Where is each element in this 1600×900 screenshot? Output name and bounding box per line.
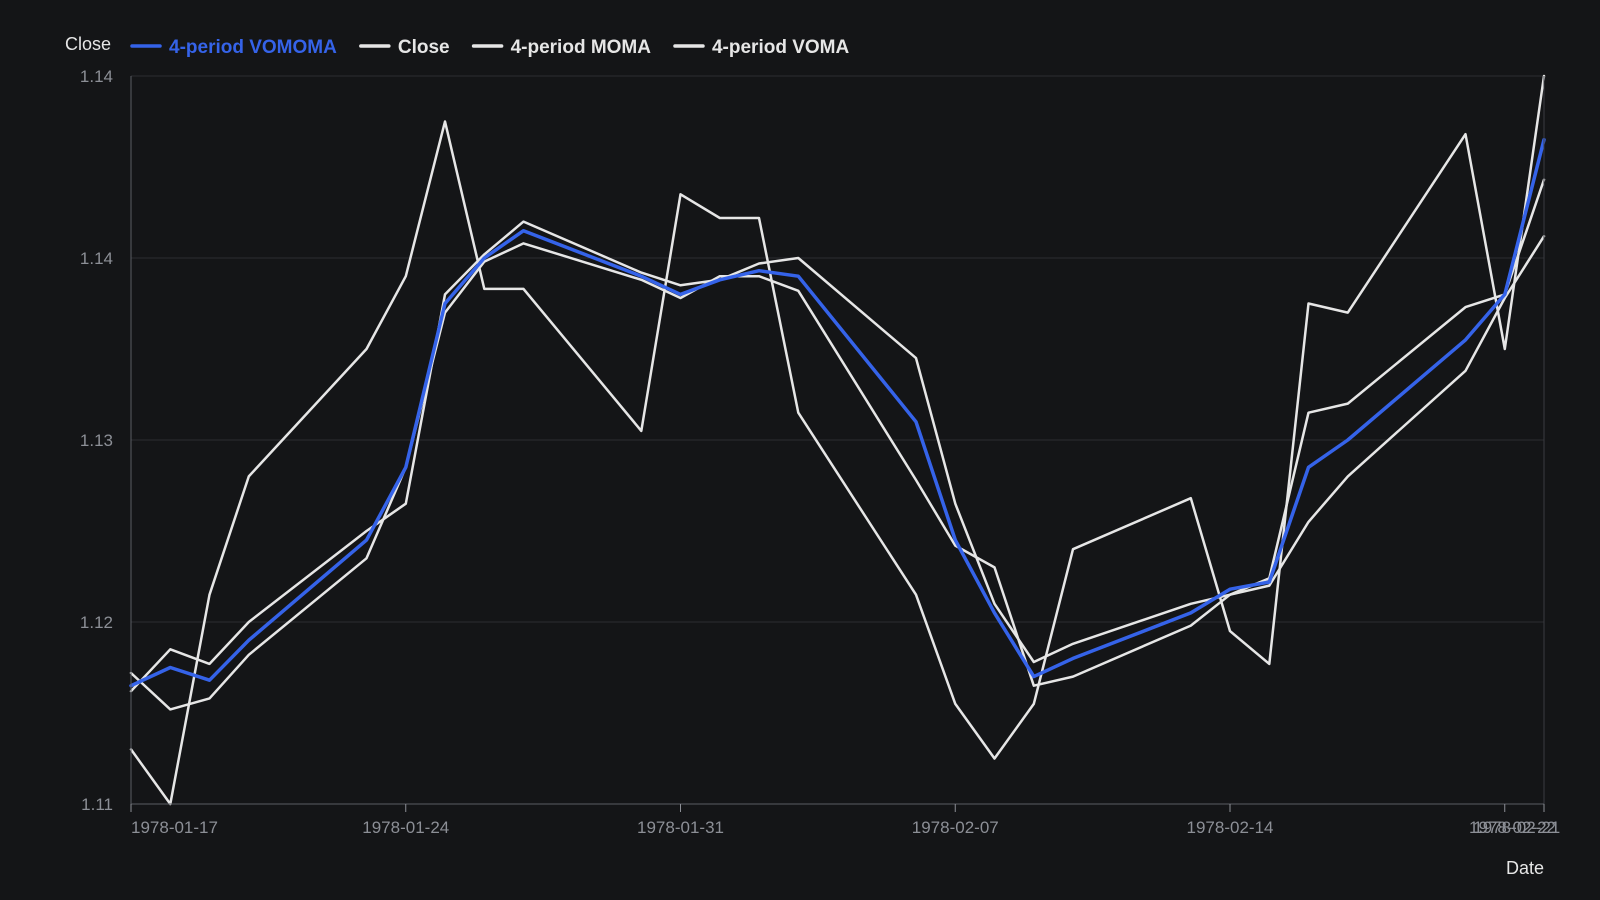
x-tick-label: 1978-01-31 — [637, 818, 724, 837]
series-line-4-period-vomoma — [129, 137, 1546, 688]
grid-lines — [131, 75, 1544, 805]
series-line-close — [129, 74, 1546, 806]
series-line-4-period-moma — [129, 234, 1546, 711]
y-tick-label: 1.14 — [80, 67, 113, 86]
x-tick-label: 1978-02-21 — [1473, 818, 1560, 837]
axes: 1.11 1.12 1.13 1.14 1.14 1978-01-17 1978-01-24… — [80, 67, 1560, 837]
legend-label: 4-period VOMOMA — [169, 37, 337, 58]
y-tick-label: 1.11 — [81, 795, 113, 814]
legend-label: Close — [398, 37, 450, 58]
x-tick-label: 1978-01-24 — [362, 818, 449, 837]
legend-label: 4-period MOMA — [511, 37, 652, 58]
series-lines — [129, 74, 1546, 806]
x-tick-label: 1978-02-07 — [912, 818, 999, 837]
x-axis-title: Date — [1506, 858, 1544, 878]
y-tick-label: 1.13 — [80, 431, 113, 450]
legend-label: 4-period VOMA — [712, 37, 850, 58]
legend[interactable]: 4-period VOMOMA Close 4-period MOMA 4-perio… — [130, 37, 850, 58]
y-tick-label: 1.14 — [80, 249, 113, 268]
x-tick-label: 1978-02-14 — [1187, 818, 1274, 837]
x-tick-label: 1978-02-22 — [1469, 818, 1556, 837]
y-tick-label: 1.12 — [80, 613, 113, 632]
series-line-4-period-voma — [129, 178, 1546, 693]
y-axis-title: Close — [65, 34, 111, 54]
x-tick-label: 1978-01-17 — [131, 818, 218, 837]
